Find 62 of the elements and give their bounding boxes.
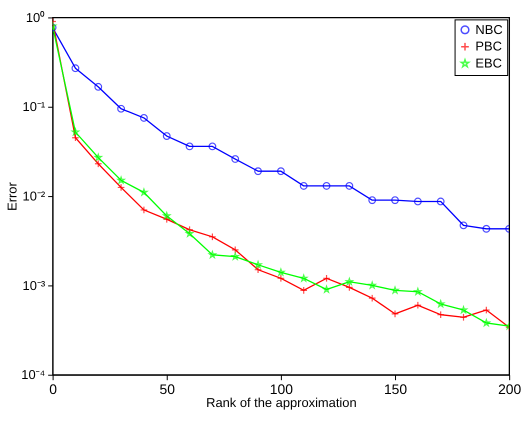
x-tick-label: 100 (270, 381, 294, 398)
point (482, 306, 490, 314)
point (117, 176, 125, 184)
point (391, 286, 399, 294)
point (162, 215, 171, 224)
point (117, 104, 126, 113)
point (94, 82, 102, 91)
point (72, 64, 80, 72)
point (460, 313, 468, 322)
point (460, 221, 468, 230)
point (254, 266, 262, 274)
point (72, 128, 80, 136)
point (72, 134, 80, 142)
point (208, 232, 216, 241)
point (345, 283, 354, 292)
point (436, 310, 445, 319)
point (414, 301, 422, 310)
y-tick-label: 10⁻¹ (22, 99, 46, 114)
point (117, 184, 126, 192)
point (300, 286, 308, 294)
point (391, 310, 399, 318)
point (482, 224, 490, 233)
point (277, 268, 285, 276)
point (300, 182, 308, 190)
y-tick-label: 10⁻² (22, 188, 46, 204)
x-tick-label: 200 (498, 381, 522, 398)
point (276, 167, 285, 176)
point (414, 288, 422, 295)
point (208, 142, 216, 150)
point (368, 196, 376, 204)
point (436, 198, 445, 206)
point (254, 167, 262, 176)
point (391, 196, 399, 204)
point (208, 250, 216, 258)
y-tick-label: 10⁻⁴ (21, 367, 46, 382)
point (322, 274, 330, 282)
point (346, 278, 354, 285)
y-axis-title: Error (4, 182, 20, 211)
point (140, 114, 148, 122)
legend-label: EBC (475, 56, 502, 71)
x-tick-label: 150 (384, 381, 408, 398)
point (231, 246, 240, 254)
point (322, 182, 330, 190)
legend-label: NBC (475, 22, 503, 37)
x-axis-title: Rank of the approximation (206, 394, 357, 410)
legend-label: PBC (475, 38, 502, 54)
point (231, 155, 240, 163)
point (186, 230, 194, 237)
x-tick-label: 50 (160, 381, 176, 398)
x-tick-label: 0 (49, 381, 58, 398)
y-tick-label: 10⁻³ (22, 278, 46, 293)
point (186, 142, 194, 150)
point (140, 206, 148, 214)
point (414, 198, 422, 206)
point (94, 160, 102, 168)
point (276, 274, 285, 282)
point (140, 188, 148, 196)
point (345, 182, 354, 190)
point (162, 132, 171, 140)
point (368, 294, 376, 302)
y-tick-label: 10⁰ (26, 10, 46, 25)
point (254, 260, 262, 268)
